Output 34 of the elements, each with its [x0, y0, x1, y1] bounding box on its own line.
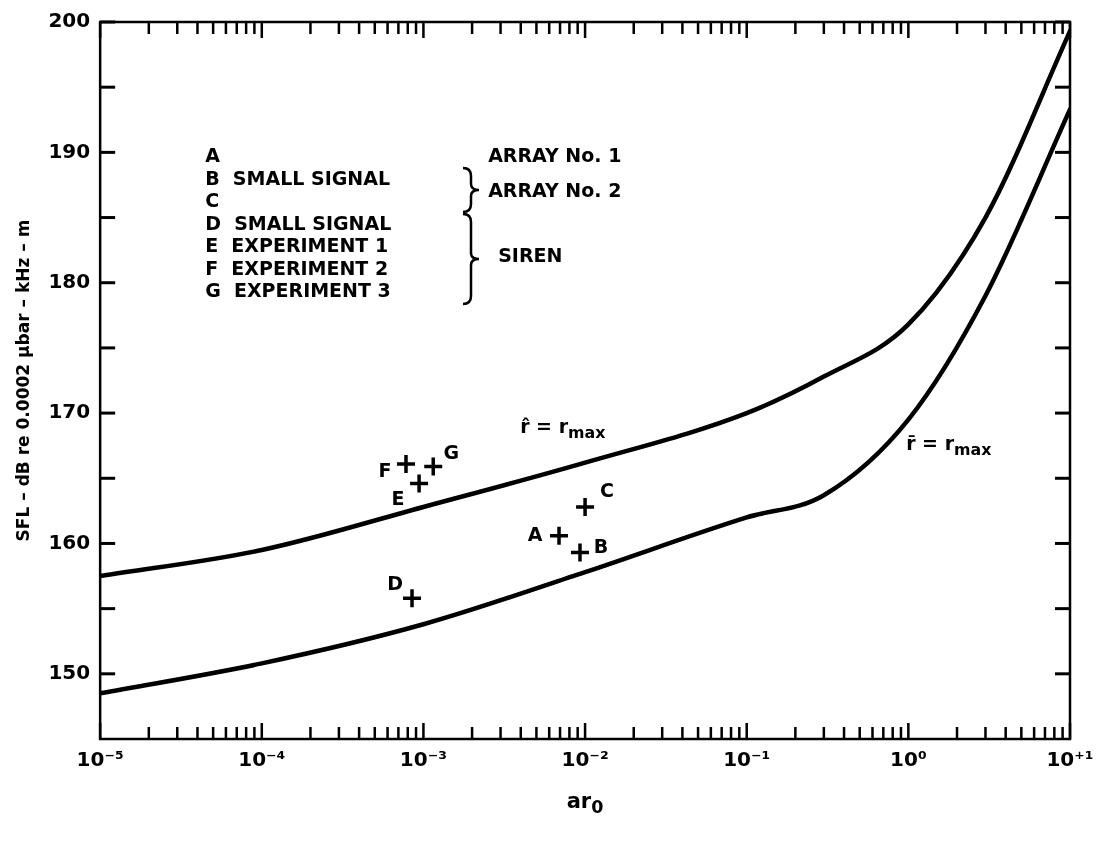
annotation: ARRAY No. 2 [488, 179, 622, 201]
x-tick-label: 10⁺¹ [1046, 747, 1094, 772]
x-tick-label: 10⁻⁵ [76, 747, 124, 772]
x-tick-label: 10⁻¹ [723, 747, 771, 772]
x-tick-label: 10⁻³ [399, 747, 448, 772]
annotation: A [205, 144, 220, 166]
annotation: E EXPERIMENT 1 [205, 234, 389, 256]
annotation: F EXPERIMENT 2 [205, 256, 389, 279]
y-tick-label: 150 [48, 660, 91, 685]
y-tick-label: 200 [48, 8, 91, 33]
annotation: C [600, 478, 615, 501]
annotation: ARRAY No. 1 [488, 144, 622, 166]
annotation: A [527, 522, 543, 545]
annotation: B SMALL SIGNAL [205, 166, 391, 189]
y-tick-label: 160 [48, 529, 91, 554]
x-axis-title: ar$_{0}$ [566, 789, 604, 818]
annotation: G EXPERIMENT 3 [205, 279, 391, 301]
annotation: F [378, 458, 392, 481]
y-tick-label: 180 [48, 268, 91, 293]
annotation: C [205, 189, 220, 211]
annotation: B [593, 534, 609, 557]
x-tick-label: 10⁻⁴ [238, 747, 286, 772]
annotation: r̄ = r$_{max}$ [906, 432, 992, 460]
annotation: D [387, 571, 403, 594]
x-tick-label: 10⁻² [561, 747, 609, 772]
annotation: r̂ = r$_{max}$ [520, 414, 606, 442]
y-tick-label: 190 [48, 138, 91, 163]
annotation: SIREN [498, 244, 563, 266]
x-tick-label: 10⁰ [890, 747, 927, 772]
annotation: D SMALL SIGNAL [205, 211, 392, 234]
annotation: E [391, 486, 405, 509]
y-axis-title: SFL – dB re 0.0002 μbar – kHz – m [12, 219, 33, 542]
annotation: G [443, 440, 460, 463]
y-tick-label: 170 [48, 399, 91, 424]
